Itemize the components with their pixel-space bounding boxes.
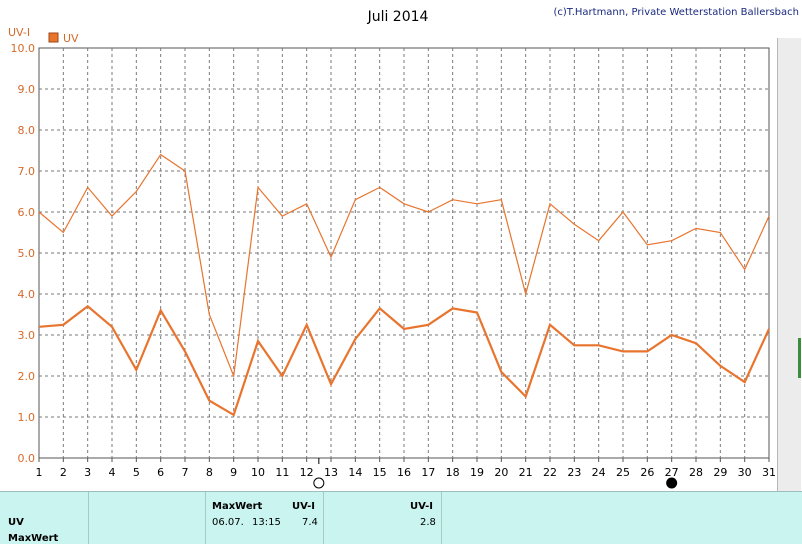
- footer-label-cell: UV MaxWert: [0, 492, 89, 544]
- x-tick-label: 5: [133, 466, 140, 479]
- x-tick-label: 17: [421, 466, 435, 479]
- scrollbar-indicator[interactable]: [798, 338, 801, 378]
- y-tick-label: 6.0: [18, 206, 36, 219]
- y-ticks: 0.0 1.0 2.0 3.0 4.0 5.0 6.0 7.0 8.0 9.0 10.0: [11, 42, 36, 465]
- filled-circle-marker: [666, 477, 678, 489]
- y-tick-label: 7.0: [18, 165, 36, 178]
- y-tick-label: 3.0: [18, 329, 36, 342]
- x-tick-label: 22: [543, 466, 557, 479]
- x-tick-label: 18: [446, 466, 460, 479]
- x-tick-label: 1: [36, 466, 43, 479]
- x-tick-label: 16: [397, 466, 411, 479]
- y-tick-label: 9.0: [18, 83, 36, 96]
- x-tick-label: 23: [567, 466, 581, 479]
- x-tick-label: 26: [640, 466, 654, 479]
- x-tick-label: 14: [348, 466, 362, 479]
- x-tick-label: 27: [665, 466, 679, 479]
- max-date: 06.07.: [212, 517, 244, 528]
- x-ticks: 1 2 3 4 5 6 7 8 9 10 11 12 13 14 15 16 17 18 19 20 21 22 23 24 2…: [36, 458, 776, 479]
- x-tick-label: 13: [324, 466, 338, 479]
- y-tick-label: 2.0: [18, 370, 36, 383]
- x-tick-label: 2: [60, 466, 67, 479]
- y-tick-label: 4.0: [18, 288, 36, 301]
- x-tick-label: 3: [84, 466, 91, 479]
- x-tick-label: 15: [373, 466, 387, 479]
- x-tick-label: 20: [494, 466, 508, 479]
- x-tick-label: 21: [519, 466, 533, 479]
- max-value: 7.4: [302, 517, 318, 528]
- y-tick-label: 1.0: [18, 411, 36, 424]
- summary-table: UV MaxWert MaxWert UV-I 06.07. 13:15 7.4…: [0, 491, 802, 544]
- mean-series-line: [38, 304, 771, 417]
- x-tick-label: 9: [230, 466, 237, 479]
- series-lines: [38, 153, 771, 417]
- row-label-maxwert: MaxWert: [8, 533, 59, 544]
- vertical-scrollbar[interactable]: [777, 38, 801, 491]
- x-tick-label: 25: [616, 466, 630, 479]
- x-tick-label: 24: [592, 466, 606, 479]
- uv-chart: Juli 2014 (c)T.Hartmann, Private Wetters…: [8, 7, 799, 489]
- x-tick-label: 8: [206, 466, 213, 479]
- x-tick-label: 12: [300, 466, 314, 479]
- y-tick-label: 10.0: [11, 42, 36, 55]
- footer-max-cell: MaxWert UV-I 06.07. 13:15 7.4: [206, 492, 324, 544]
- x-tick-label: 4: [109, 466, 116, 479]
- legend-swatch: [48, 32, 59, 43]
- x-tick-label: 31: [762, 466, 776, 479]
- chart-credit: (c)T.Hartmann, Private Wetterstation Bal…: [553, 7, 799, 18]
- x-tick-label: 30: [738, 466, 752, 479]
- max-header: MaxWert: [212, 501, 263, 512]
- mean-value: 2.8: [420, 517, 436, 528]
- x-tick-label: 11: [275, 466, 289, 479]
- footer-mean-cell: UV-I 2.8: [324, 492, 442, 544]
- max-uvi-header: UV-I: [292, 501, 316, 512]
- row-label-uv: UV: [8, 517, 24, 528]
- y-tick-label: 0.0: [18, 452, 36, 465]
- grid: [39, 48, 769, 458]
- chart-title: Juli 2014: [367, 9, 429, 25]
- y-tick-label: 8.0: [18, 124, 36, 137]
- mean-uvi-header: UV-I: [410, 501, 434, 512]
- max-time: 13:15: [252, 517, 281, 528]
- x-tick-label: 7: [182, 466, 189, 479]
- x-tick-label: 10: [251, 466, 265, 479]
- x-tick-label: 28: [689, 466, 703, 479]
- y-tick-label: 5.0: [18, 247, 36, 260]
- x-tick-label: 29: [713, 466, 727, 479]
- open-circle-marker: [313, 477, 325, 489]
- y-axis-label: UV-I: [8, 26, 30, 39]
- legend-label: UV: [63, 32, 79, 45]
- x-tick-label: 19: [470, 466, 484, 479]
- footer-empty-cell: [89, 492, 206, 544]
- day-markers: [313, 458, 678, 489]
- max-series-line: [38, 153, 770, 379]
- x-tick-label: 6: [157, 466, 164, 479]
